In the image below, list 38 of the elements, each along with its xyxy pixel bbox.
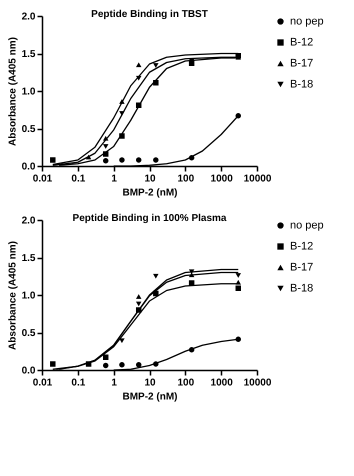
y-axis-title: Absorbance (A405 nm) <box>8 37 19 146</box>
y-tick-label: 1.5 <box>22 253 36 264</box>
x-tick-label: 1000 <box>210 174 234 184</box>
x-tick-label: 100 <box>177 174 195 184</box>
x-tick-label: 10000 <box>244 174 272 184</box>
legend-label: B-18 <box>290 282 314 294</box>
x-tick-label: 10 <box>144 378 156 388</box>
x-tick-label: 0.1 <box>71 378 86 388</box>
legend-label: B-12 <box>290 36 314 48</box>
y-tick-label: 0.5 <box>22 124 36 135</box>
chart-title: Peptide Binding in TBST <box>91 9 208 20</box>
legend-label: B-17 <box>290 262 314 274</box>
x-tick-label: 10000 <box>244 378 272 388</box>
y-tick-label: 2.0 <box>22 216 36 226</box>
x-tick-label: 1000 <box>210 378 234 388</box>
x-tick-label: 100 <box>177 378 195 388</box>
x-tick-label: 0.01 <box>32 378 53 388</box>
x-tick-label: 0.1 <box>71 174 86 184</box>
legend-label: no pep <box>290 220 324 232</box>
legend-label: B-17 <box>290 58 314 70</box>
y-tick-label: 2.0 <box>22 12 36 22</box>
y-tick-label: 0.0 <box>22 162 36 172</box>
legend-label: B-12 <box>290 240 314 252</box>
x-tick-label: 1 <box>111 378 118 388</box>
y-tick-label: 1.0 <box>22 290 36 302</box>
y-tick-label: 0.0 <box>22 366 36 376</box>
y-tick-label: 0.5 <box>22 328 36 339</box>
y-tick-label: 1.5 <box>22 49 36 60</box>
x-tick-label: 1 <box>111 174 118 184</box>
x-axis-title: BMP-2 (nM) <box>122 392 178 402</box>
chart-title: Peptide Binding in 100% Plasma <box>72 213 227 224</box>
legend-label: no pep <box>290 16 324 28</box>
legend-label: B-18 <box>290 78 314 90</box>
y-axis-title: Absorbance (A405 nm) <box>8 241 19 350</box>
x-tick-label: 0.01 <box>32 174 53 184</box>
y-tick-label: 1.0 <box>22 86 36 98</box>
x-tick-label: 10 <box>144 174 156 184</box>
x-axis-title: BMP-2 (nM) <box>122 188 178 198</box>
